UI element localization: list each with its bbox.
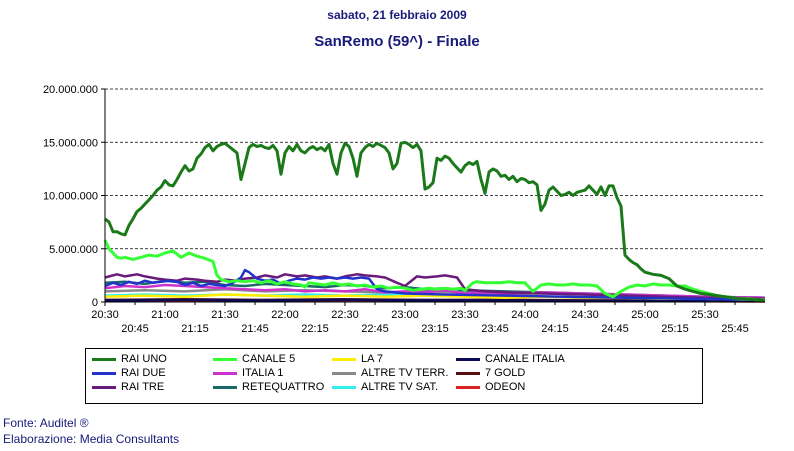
legend-swatch [456,385,480,389]
legend-item: 7 GOLD [456,367,525,379]
legend-swatch [92,385,116,389]
x-tick-label: 24:00 [511,309,539,321]
x-tick-label: 25:45 [721,323,749,335]
legend-swatch [456,357,480,361]
y-tick-label: 20.000.000 [43,84,98,96]
x-tick-label: 22:00 [271,309,299,321]
x-tick-label: 22:15 [301,323,329,335]
legend-label: ALTRE TV SAT. [361,381,439,393]
y-tick-label: 15.000.000 [43,137,98,149]
legend-swatch [332,371,356,375]
legend-item: RAI DUE [92,367,166,379]
legend-item: ALTRE TV SAT. [332,381,438,393]
chart-title: SanRemo (59^) - Finale [314,33,480,50]
legend-swatch [92,371,116,375]
legend-label: ITALIA 1 [242,367,284,379]
legend-swatch [213,357,237,361]
legend-item: CANALE 5 [213,353,295,365]
legend-item: CANALE ITALIA [456,353,565,365]
legend-swatch [332,357,356,361]
source-note: Fonte: Auditel ® [3,416,89,430]
x-tick-label: 24:15 [541,323,569,335]
y-tick-label: 10.000.000 [43,191,98,203]
x-tick-label: 20:30 [91,309,119,321]
legend-item: RAI UNO [92,353,167,365]
legend-swatch [456,371,480,375]
legend-swatch [92,357,116,361]
legend-label: RAI DUE [121,367,166,379]
legend-label: 7 GOLD [485,367,526,379]
x-tick-label: 23:30 [451,309,479,321]
chart-date: sabato, 21 febbraio 2009 [327,8,467,22]
x-tick-label: 22:45 [361,323,389,335]
legend-label: RAI TRE [121,381,165,393]
series-line-rai-tre [104,273,766,301]
y-tick-label: 0 [92,297,98,309]
x-tick-label: 25:00 [631,309,659,321]
legend-item: RAI TRE [92,381,164,393]
legend-item: ALTRE TV TERR. [332,367,448,379]
series-line-canale-5 [103,239,765,302]
x-tick-label: 24:45 [601,323,629,335]
y-tick-label: 5.000.000 [49,244,98,256]
legend-label: ALTRE TV TERR. [361,367,449,379]
legend-swatch [213,371,237,375]
x-tick-label: 25:15 [661,323,689,335]
legend-item: ODEON [456,381,525,393]
legend-label: CANALE ITALIA [485,353,565,365]
legend-item: LA 7 [332,353,383,365]
legend-label: RETEQUATTRO [242,381,325,393]
series-line-rai-uno [104,140,766,302]
legend-swatch [213,385,237,389]
x-tick-label: 23:15 [421,323,449,335]
legend-label: CANALE 5 [242,353,296,365]
series-line-canale-italia [104,298,765,303]
legend-swatch [332,385,356,389]
x-tick-label: 20:45 [121,323,149,335]
x-tick-label: 23:00 [391,309,419,321]
legend-label: RAI UNO [121,353,167,365]
x-tick-label: 22:30 [331,309,359,321]
x-tick-label: 21:45 [241,323,269,335]
elaboration-note: Elaborazione: Media Consultants [3,432,180,446]
legend-label: ODEON [485,381,526,393]
x-tick-label: 21:30 [211,309,239,321]
x-tick-label: 24:30 [571,309,599,321]
x-tick-label: 23:45 [481,323,509,335]
x-tick-label: 21:15 [181,323,209,335]
legend-item: ITALIA 1 [213,367,283,379]
x-tick-label: 25:30 [691,309,719,321]
legend-label: LA 7 [361,353,384,365]
x-tick-label: 21:00 [151,309,179,321]
legend-item: RETEQUATTRO [213,381,324,393]
chart-legend: RAI UNO RAI DUE RAI TRE CANALE 5 ITALIA 1 RET… [85,348,703,404]
